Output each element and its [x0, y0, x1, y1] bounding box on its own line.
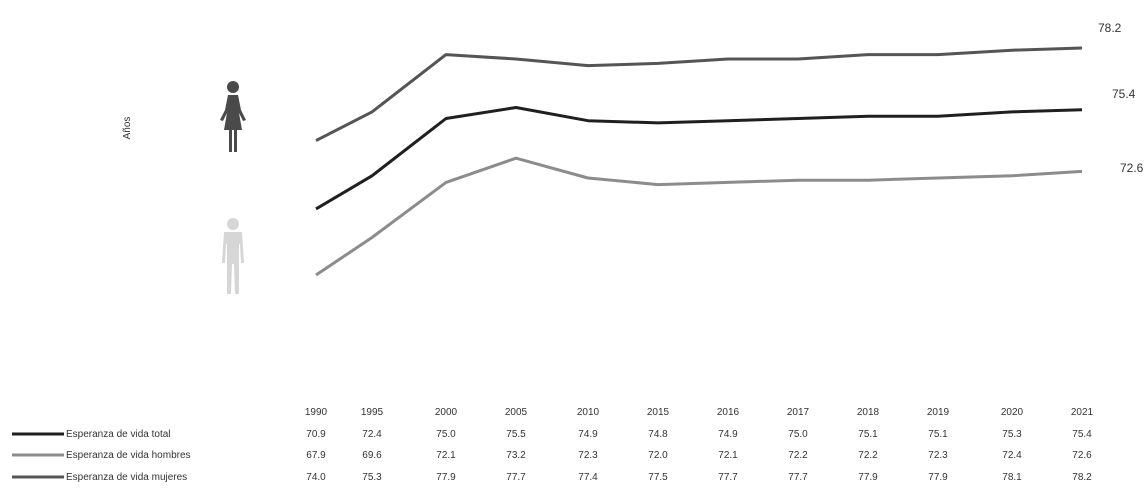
table-cell: 74.9	[718, 429, 738, 440]
end-labels-layer: 78.2 75.4 72.6	[1098, 21, 1144, 175]
table-cell: 70.9	[306, 429, 326, 440]
table-cell: 75.1	[928, 429, 948, 440]
table-cell: 77.4	[578, 472, 598, 483]
table-cell: 77.7	[788, 472, 808, 483]
series-line-2	[315, 46, 1083, 142]
table-cell: 75.0	[436, 429, 456, 440]
year-label: 2020	[1001, 407, 1024, 418]
lines-layer	[315, 46, 1083, 277]
table-cell: 75.3	[362, 472, 382, 483]
man-icon	[222, 218, 244, 294]
table-cell: 72.6	[1072, 450, 1092, 461]
table-cell: 72.1	[436, 450, 456, 461]
table-cell: 69.6	[362, 450, 382, 461]
series-line-0	[315, 106, 1083, 211]
table-cell: 75.1	[858, 429, 878, 440]
legend-label-2: Esperanza de vida mujeres	[66, 472, 187, 483]
table-cell: 72.1	[718, 450, 738, 461]
table-cell: 72.3	[928, 450, 948, 461]
table-cell: 77.9	[858, 472, 878, 483]
table-cell: 67.9	[306, 450, 326, 461]
data-table: 1990 1995 2000 2005 2010 2015 2016 2017 2018 2019…	[12, 407, 1094, 483]
woman-icon	[220, 81, 246, 152]
table-cell: 75.0	[788, 429, 808, 440]
table-cell: 72.0	[648, 450, 668, 461]
year-label: 2018	[857, 407, 880, 418]
year-label: 2021	[1071, 407, 1094, 418]
year-label: 2019	[927, 407, 950, 418]
table-cell: 75.4	[1072, 429, 1092, 440]
year-label: 2017	[787, 407, 810, 418]
table-cell: 72.4	[1002, 450, 1022, 461]
table-cell: 77.9	[436, 472, 456, 483]
table-cell: 74.0	[306, 472, 326, 483]
table-cell: 74.9	[578, 429, 598, 440]
year-label: 1995	[361, 407, 384, 418]
table-cell: 77.7	[506, 472, 526, 483]
table-cell: 72.2	[858, 450, 878, 461]
year-label: 2000	[435, 407, 458, 418]
table-cell: 73.2	[506, 450, 526, 461]
end-label-2: 72.6	[1120, 161, 1144, 175]
year-label: 2010	[577, 407, 600, 418]
year-label: 2005	[505, 407, 528, 418]
table-cell: 72.3	[578, 450, 598, 461]
table-cell: 78.1	[1002, 472, 1022, 483]
table-cell: 72.4	[362, 429, 382, 440]
table-cell: 74.8	[648, 429, 668, 440]
end-label-0: 78.2	[1098, 21, 1122, 35]
table-cell: 77.7	[718, 472, 738, 483]
table-cell: 77.9	[928, 472, 948, 483]
table-cell: 75.3	[1002, 429, 1022, 440]
table-cell: 75.5	[506, 429, 526, 440]
table-cell: 77.5	[648, 472, 668, 483]
end-label-1: 75.4	[1112, 87, 1136, 101]
series-line-1	[315, 156, 1083, 277]
year-label: 2016	[717, 407, 740, 418]
year-label: 2015	[647, 407, 670, 418]
side-label: Años	[122, 117, 133, 140]
table-cell: 78.2	[1072, 472, 1092, 483]
year-label: 1990	[305, 407, 328, 418]
table-cell: 72.2	[788, 450, 808, 461]
legend-label-1: Esperanza de vida hombres	[66, 450, 191, 461]
legend-label-0: Esperanza de vida total	[66, 429, 171, 440]
